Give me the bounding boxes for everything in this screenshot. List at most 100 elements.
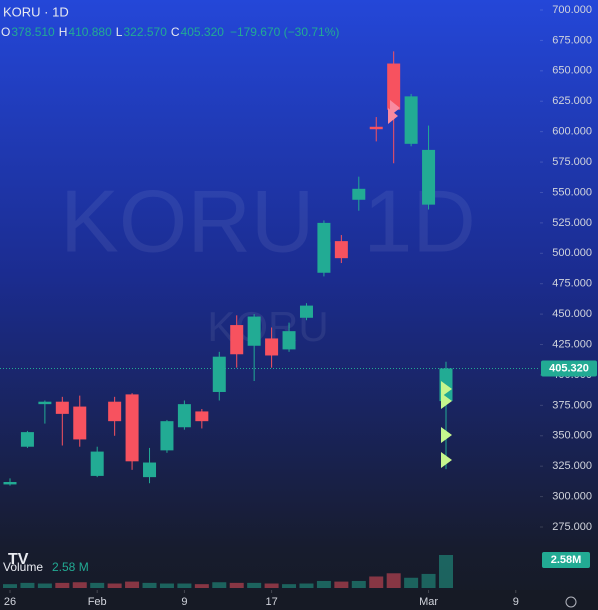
volume-bar — [247, 582, 262, 588]
candle-body — [334, 241, 348, 259]
y-tick-label: 625.000 — [552, 95, 592, 107]
volume-bar — [299, 583, 314, 588]
ohlc-value: 405.320 — [181, 25, 225, 39]
volume-value: 2.58 M — [52, 560, 89, 574]
y-tick-label: 325.000 — [552, 460, 592, 472]
x-tick-label: Feb — [88, 596, 107, 608]
settings-icon[interactable] — [565, 596, 577, 608]
volume-bar — [404, 577, 419, 588]
candle-body — [299, 305, 313, 318]
y-tick-label: 550.000 — [552, 186, 592, 198]
candle-body — [73, 406, 87, 440]
time-axis-bg — [0, 590, 598, 610]
candle-body — [387, 63, 401, 110]
y-tick-label: 275.000 — [552, 521, 592, 533]
volume-bar — [159, 583, 174, 588]
volume-bar — [264, 583, 279, 588]
candle-body — [20, 432, 34, 447]
y-tick-label: 350.000 — [552, 430, 592, 442]
candle-body — [352, 188, 366, 200]
candle-body — [108, 401, 122, 422]
ohlc-header: O 378.510 H 410.880 L 322.570 C 405.320 −179.670… — [1, 25, 339, 39]
y-tick-label: 525.000 — [552, 217, 592, 229]
candle-body — [177, 404, 191, 428]
ohlc-value: 378.510 — [11, 25, 55, 39]
candle-body — [317, 222, 331, 273]
volume-bar — [3, 584, 17, 588]
volume-bar — [351, 580, 366, 588]
x-tick-label: 26 — [4, 596, 16, 608]
y-tick-label: 375.000 — [552, 399, 592, 411]
ohlc-value: 322.570 — [123, 25, 167, 39]
y-tick-label: 575.000 — [552, 156, 592, 168]
candle-body — [422, 149, 436, 205]
change-value: −179.670 (−30.71%) — [230, 25, 339, 39]
candle-body — [265, 338, 279, 356]
x-tick-label: 9 — [181, 596, 187, 608]
candle-body — [369, 126, 383, 130]
volume-tag — [542, 552, 590, 568]
y-tick-label: 450.000 — [552, 308, 592, 320]
y-tick-label: 300.000 — [552, 490, 592, 502]
volume-bar — [107, 583, 122, 588]
y-tick-label: 500.000 — [552, 247, 592, 259]
signal-marker — [441, 427, 452, 443]
logo: TV — [8, 551, 29, 568]
ohlc-key: C — [171, 25, 180, 39]
candle-body — [404, 96, 418, 144]
candle-body — [125, 394, 139, 462]
last-price-tag — [541, 360, 597, 377]
candle-body — [195, 411, 209, 422]
candle-body — [38, 401, 52, 405]
last-price-label: 405.320 — [549, 362, 589, 374]
chart-title: KORU · 1D — [3, 4, 69, 19]
candle-body — [230, 325, 244, 355]
candle-body — [143, 462, 157, 478]
ohlc-value: 410.880 — [68, 25, 112, 39]
signal-marker — [441, 452, 452, 468]
x-tick-label: 17 — [265, 596, 277, 608]
y-tick-label: 650.000 — [552, 65, 592, 77]
plot: 700.000 675.000 650.000 625.000 600.000 575.0… — [0, 4, 597, 608]
volume-bar — [334, 581, 349, 588]
signal-marker — [388, 108, 398, 124]
volume-bar — [439, 555, 453, 588]
volume-bar — [90, 582, 105, 588]
volume-name: Volume — [3, 560, 43, 574]
volume-bar — [369, 576, 384, 588]
candle-body — [282, 331, 296, 350]
volume-bar — [55, 582, 70, 588]
volume-bar — [421, 573, 436, 588]
ohlc-key: H — [59, 25, 68, 39]
ohlc-key: L — [116, 25, 123, 39]
volume-bar — [177, 583, 192, 588]
x-tick-label: Mar — [419, 596, 438, 608]
candle-body — [160, 421, 174, 451]
signal-marker — [441, 381, 452, 397]
volume-bar — [212, 582, 227, 588]
volume-bar — [316, 580, 331, 588]
candle-body — [3, 481, 17, 485]
candle-body — [247, 316, 261, 346]
volume-bar — [282, 584, 297, 588]
candle-body — [212, 356, 226, 392]
signal-marker — [441, 393, 452, 409]
ohlc-key: O — [1, 25, 10, 39]
candle-body — [90, 451, 104, 476]
candle-body — [55, 401, 69, 414]
y-tick-label: 700.000 — [552, 4, 592, 16]
volume-bar — [37, 583, 52, 588]
y-tick-label: 475.000 — [552, 278, 592, 290]
y-tick-label: 675.000 — [552, 34, 592, 46]
watermark: KORU, 1D — [60, 171, 476, 270]
volume-bar — [194, 584, 209, 588]
volume-bar — [125, 581, 140, 588]
volume-bar — [72, 582, 87, 588]
volume-bar — [229, 582, 244, 588]
volume-bar — [142, 582, 157, 588]
y-tick-label: 425.000 — [552, 338, 592, 350]
volume-bar — [386, 573, 401, 588]
volume-tag-label: 2.58M — [551, 554, 582, 566]
